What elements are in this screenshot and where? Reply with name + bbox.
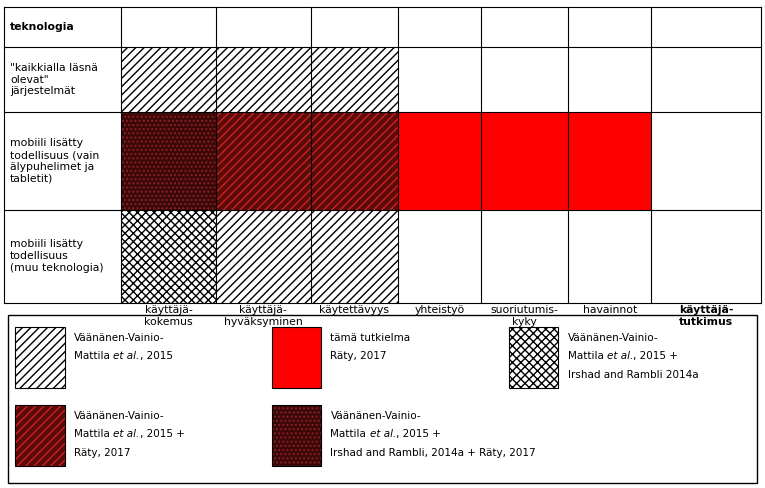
Bar [272,327,321,388]
Bar [121,47,216,112]
Text: mobiili lisätty
todellisuus
(muu teknologia): mobiili lisätty todellisuus (muu teknolo… [10,240,103,273]
Bar [398,112,481,209]
Bar [15,327,65,388]
Bar [311,112,398,209]
Text: suoriutumis-
kyky: suoriutumis- kyky [490,305,558,326]
Bar [509,327,558,388]
Bar [216,47,311,112]
Text: Väänänen-Vainio-: Väänänen-Vainio- [74,411,164,421]
Bar [568,112,651,209]
Bar [216,47,311,112]
Text: Mattila: Mattila [74,351,113,361]
Bar [121,112,216,209]
Text: käyttäjä-
hyväksyminen: käyttäjä- hyväksyminen [224,305,303,326]
Text: Mattila: Mattila [330,429,369,439]
Text: yhteistyö: yhteistyö [414,305,464,315]
Text: , 2015 +: , 2015 + [396,429,441,439]
Bar [15,405,65,466]
Text: Väänänen-Vainio-: Väänänen-Vainio- [568,333,658,343]
Bar [121,47,216,112]
Text: Mattila: Mattila [568,351,607,361]
Text: et al.: et al. [607,351,633,361]
Bar [272,405,321,466]
Bar [481,112,568,209]
Bar [121,209,216,303]
Bar [272,327,321,388]
Text: käytettävyys: käytettävyys [319,305,389,315]
Bar [509,327,558,388]
Text: tämä tutkielma: tämä tutkielma [330,333,411,343]
Text: käyttäjä-
tutkimus: käyttäjä- tutkimus [679,305,734,326]
Bar [311,47,398,112]
Text: et al.: et al. [113,351,139,361]
Bar [121,112,216,209]
Text: havainnot: havainnot [583,305,636,315]
Text: Väänänen-Vainio-: Väänänen-Vainio- [330,411,421,421]
Text: käyttäjä-
kokemus: käyttäjä- kokemus [145,305,193,326]
Bar [15,405,65,466]
Bar [15,327,65,388]
Bar [509,327,558,388]
Text: et al.: et al. [113,429,139,439]
Text: Väänänen-Vainio-: Väänänen-Vainio- [74,333,164,343]
Text: , 2015: , 2015 [139,351,173,361]
Bar [272,405,321,466]
Text: Irshad and Rambli 2014a: Irshad and Rambli 2014a [568,370,698,380]
Bar [311,112,398,209]
Bar [311,209,398,303]
Bar [311,47,398,112]
Bar [216,209,311,303]
Bar [311,209,398,303]
Bar [216,209,311,303]
Text: , 2015 +: , 2015 + [633,351,678,361]
Bar [216,112,311,209]
Bar [15,405,65,466]
Bar [8,315,757,483]
Text: mobiili lisätty
todellisuus (vain
älypuhelimet ja
tabletit): mobiili lisätty todellisuus (vain älypuh… [10,139,99,183]
Bar [121,209,216,303]
Text: et al.: et al. [369,429,396,439]
Bar [272,405,321,466]
Bar [15,327,65,388]
Text: "kaikkialla läsnä
olevat"
järjestelmät: "kaikkialla läsnä olevat" järjestelmät [10,63,98,96]
Text: Räty, 2017: Räty, 2017 [74,448,131,458]
Bar [216,112,311,209]
Text: Irshad and Rambli, 2014a + Räty, 2017: Irshad and Rambli, 2014a + Räty, 2017 [330,448,536,458]
Text: teknologia: teknologia [10,22,75,32]
Text: , 2015 +: , 2015 + [139,429,184,439]
Text: Mattila: Mattila [74,429,113,439]
Text: Räty, 2017: Räty, 2017 [330,351,387,361]
